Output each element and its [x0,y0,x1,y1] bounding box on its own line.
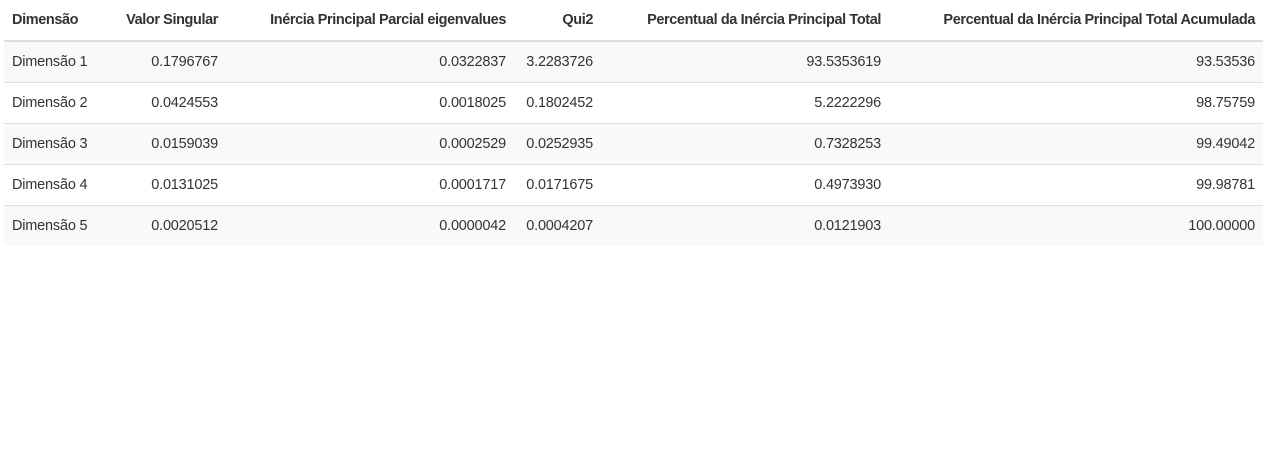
cell-qui2: 0.0171675 [514,163,601,205]
cell-qui2: 0.0004207 [514,204,601,246]
cell-percentual-acumulada: 98.75759 [889,81,1263,123]
cell-qui2: 0.1802452 [514,81,601,123]
header-inercia-parcial: Inércia Principal Parcial eigenvalues [226,0,514,42]
header-percentual-total: Percentual da Inércia Principal Total [601,0,889,42]
cell-qui2: 0.0252935 [514,122,601,164]
table-row: Dimensão 3 0.0159039 0.0002529 0.0252935… [4,122,1263,164]
cell-percentual-total: 0.0121903 [601,204,889,246]
cell-percentual-acumulada: 100.00000 [889,204,1263,246]
cell-percentual-acumulada: 99.49042 [889,122,1263,164]
cell-inercia-parcial: 0.0322837 [226,40,514,82]
cell-percentual-acumulada: 99.98781 [889,163,1263,205]
cell-dimensao: Dimensão 1 [4,40,106,82]
cell-valor-singular: 0.0131025 [106,163,226,205]
cell-valor-singular: 0.0020512 [106,204,226,246]
inertia-table: Dimensão Valor Singular Inércia Principa… [4,0,1263,246]
table-row: Dimensão 4 0.0131025 0.0001717 0.0171675… [4,163,1263,205]
cell-dimensao: Dimensão 5 [4,204,106,246]
table-row: Dimensão 5 0.0020512 0.0000042 0.0004207… [4,204,1263,246]
cell-percentual-total: 5.2222296 [601,81,889,123]
header-percentual-acumulada: Percentual da Inércia Principal Total Ac… [889,0,1263,42]
cell-inercia-parcial: 0.0018025 [226,81,514,123]
table-row: Dimensão 2 0.0424553 0.0018025 0.1802452… [4,81,1263,123]
header-row: Dimensão Valor Singular Inércia Principa… [4,0,1263,42]
cell-valor-singular: 0.0424553 [106,81,226,123]
cell-dimensao: Dimensão 3 [4,122,106,164]
cell-percentual-acumulada: 93.53536 [889,40,1263,82]
cell-percentual-total: 0.4973930 [601,163,889,205]
header-qui2: Qui2 [514,0,601,42]
cell-inercia-parcial: 0.0001717 [226,163,514,205]
cell-qui2: 3.2283726 [514,40,601,82]
cell-valor-singular: 0.0159039 [106,122,226,164]
table-row: Dimensão 1 0.1796767 0.0322837 3.2283726… [4,40,1263,82]
cell-dimensao: Dimensão 2 [4,81,106,123]
table-header: Dimensão Valor Singular Inércia Principa… [4,0,1263,42]
cell-inercia-parcial: 0.0000042 [226,204,514,246]
data-table-container: Dimensão Valor Singular Inércia Principa… [4,0,1263,246]
cell-valor-singular: 0.1796767 [106,40,226,82]
table-body: Dimensão 1 0.1796767 0.0322837 3.2283726… [4,40,1263,246]
cell-inercia-parcial: 0.0002529 [226,122,514,164]
cell-dimensao: Dimensão 4 [4,163,106,205]
cell-percentual-total: 93.5353619 [601,40,889,82]
header-dimensao: Dimensão [4,0,106,42]
header-valor-singular: Valor Singular [106,0,226,42]
cell-percentual-total: 0.7328253 [601,122,889,164]
